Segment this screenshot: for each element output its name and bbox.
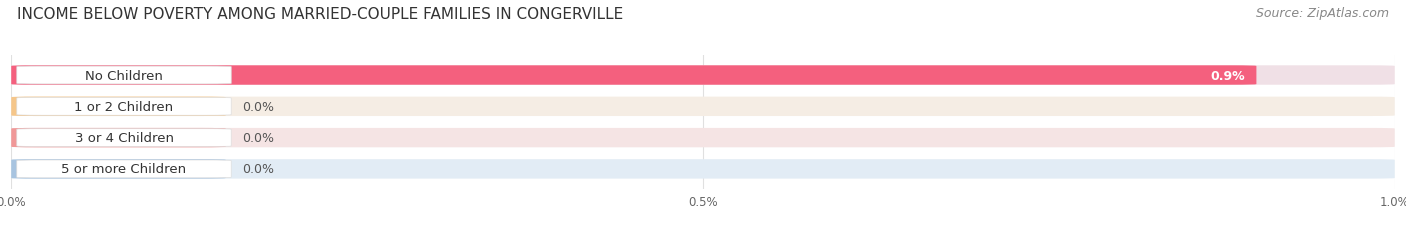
FancyBboxPatch shape	[11, 97, 1395, 116]
FancyBboxPatch shape	[17, 67, 231, 85]
FancyBboxPatch shape	[17, 129, 231, 147]
Text: 1 or 2 Children: 1 or 2 Children	[75, 100, 173, 113]
FancyBboxPatch shape	[17, 160, 231, 178]
FancyBboxPatch shape	[17, 98, 231, 116]
Text: 0.0%: 0.0%	[242, 163, 274, 176]
Text: Source: ZipAtlas.com: Source: ZipAtlas.com	[1256, 7, 1389, 20]
FancyBboxPatch shape	[11, 128, 226, 148]
Text: 0.9%: 0.9%	[1211, 69, 1246, 82]
Text: 5 or more Children: 5 or more Children	[62, 163, 187, 176]
Text: INCOME BELOW POVERTY AMONG MARRIED-COUPLE FAMILIES IN CONGERVILLE: INCOME BELOW POVERTY AMONG MARRIED-COUPL…	[17, 7, 623, 22]
Text: No Children: No Children	[86, 69, 163, 82]
FancyBboxPatch shape	[11, 66, 1257, 85]
FancyBboxPatch shape	[11, 128, 1395, 148]
FancyBboxPatch shape	[11, 97, 226, 116]
Text: 0.0%: 0.0%	[242, 100, 274, 113]
FancyBboxPatch shape	[11, 66, 1395, 85]
Text: 3 or 4 Children: 3 or 4 Children	[75, 131, 173, 144]
FancyBboxPatch shape	[11, 160, 1395, 179]
FancyBboxPatch shape	[11, 160, 226, 179]
Text: 0.0%: 0.0%	[242, 131, 274, 144]
